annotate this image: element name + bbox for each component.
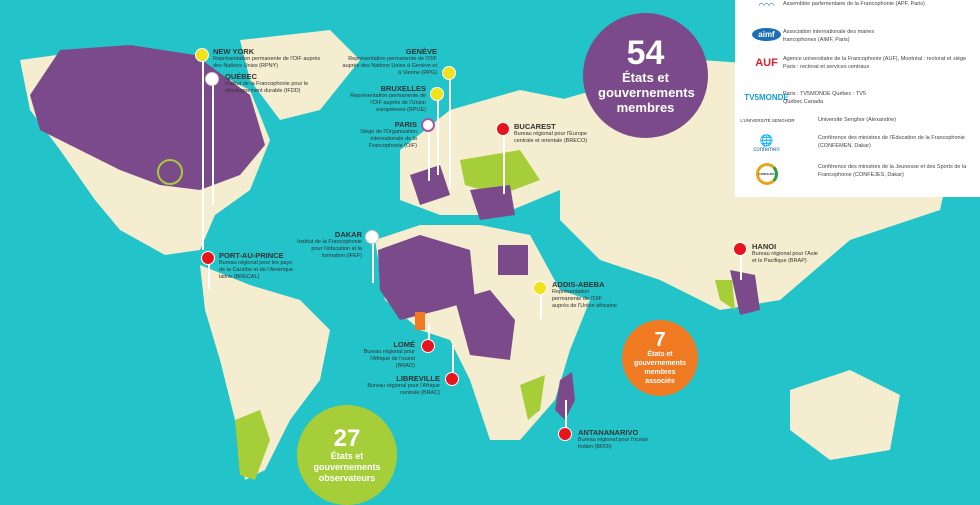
madagascar-member (555, 372, 575, 420)
legend-item-tv5monde: TV5MONDE Paris : TV5MONDE Québec : TV5 Qu… (735, 90, 980, 114)
hanoi-stem (740, 255, 742, 280)
egypt-member (498, 245, 528, 275)
antananarivo-stem (565, 400, 567, 430)
port-au-prince-label: PORT-AU-PRINCE Bureau régional pour les p… (219, 251, 294, 280)
lome-marker[interactable] (421, 339, 435, 353)
new-york-marker[interactable] (195, 48, 209, 62)
legend-item-confejes: CONFEJES Conférence des ministres de la J… (735, 163, 980, 187)
bruxelles-marker[interactable] (430, 87, 444, 101)
aimf-logo: aimf (739, 28, 794, 41)
antananarivo-label: ANTANANARIVO Bureau régional pour l'océan… (578, 428, 649, 450)
bruxelles-stem (437, 100, 439, 175)
hanoi-marker[interactable] (733, 242, 747, 256)
indochina-member (730, 270, 760, 315)
west-africa-member (378, 235, 475, 320)
quebec-highlight-ring (157, 159, 183, 185)
libreville-marker[interactable] (445, 372, 459, 386)
libreville-stem (452, 345, 454, 375)
bucarest-label: BUCAREST Bureau régional pour l'Europe ce… (514, 122, 588, 144)
libreville-label: LIBREVILLE Bureau régional pour l'Afrique… (367, 374, 440, 396)
quebec-stem (212, 85, 214, 205)
ifdd-logo-marker[interactable] (205, 72, 219, 86)
associates-label: États et gouvernements membres associés (633, 351, 687, 385)
addis-abeba-stem (540, 294, 542, 319)
mozambique-observer (520, 375, 545, 420)
argentina-observer (235, 410, 270, 480)
ifef-logo-marker[interactable] (365, 230, 379, 244)
quebec-label: QUÉBEC Institut de la Francophonie pour l… (225, 72, 309, 94)
addis-abeba-label: ADDIS-ABEBA Représentation permanente de … (552, 280, 617, 309)
francophonie-world-map: 54 États et gouvernements membres 7 État… (20, 0, 980, 505)
associates-count: 7 (654, 329, 666, 351)
members-label: États et gouvernements membres (598, 70, 695, 115)
geneve-label: GENÈVE Représentation permanente de l'OIF… (342, 47, 437, 76)
new-york-stem (202, 60, 204, 250)
port-au-prince-stem (208, 264, 210, 289)
addis-abeba-marker[interactable] (533, 281, 547, 295)
senghor-logo: L'UNIVERSITÉ SENGHOR (740, 118, 795, 123)
bucarest-marker[interactable] (496, 122, 510, 136)
bucarest-stem (503, 134, 505, 194)
auf-logo: AUF (755, 57, 778, 69)
eastern-europe-observer (460, 150, 540, 195)
paris-label: PARIS Siège de l'Organisation internation… (360, 120, 417, 149)
observers-count: 27 (333, 424, 361, 452)
institutions-legend: ◠◠◠ Assemblée parlementaire de la Francop… (735, 0, 980, 197)
new-york-label: NEW YORK Représentation permanente de l'O… (213, 47, 321, 69)
oif-logo-marker[interactable] (421, 118, 435, 132)
legend-item-apf: ◠◠◠ Assemblée parlementaire de la Francop… (735, 0, 980, 24)
observers-label: États et gouvernements observateurs (313, 450, 381, 483)
observers-bubble: 27 États et gouvernements observateurs (297, 405, 397, 505)
apf-logo: ◠◠◠ (758, 3, 775, 9)
associates-bubble: 7 États et gouvernements membres associé… (622, 320, 698, 396)
dakar-stem (372, 243, 374, 283)
members-bubble: 54 États et gouvernements membres (583, 13, 708, 138)
confejes-logo: CONFEJES (739, 163, 794, 185)
australia-land (790, 370, 900, 460)
legend-item-auf: AUF Agence universitaire de la Francophon… (735, 55, 980, 79)
bruxelles-label: BRUXELLES Représentation permanente de l'… (350, 84, 426, 113)
legend-item-aimf: aimf Association internationale des maire… (735, 28, 980, 52)
confemen-logo: 🌐 confemen (753, 135, 780, 153)
dakar-label: DAKAR Institut de la Francophonie pour l'… (297, 230, 362, 259)
lome-stem (428, 325, 430, 345)
antananarivo-marker[interactable] (558, 427, 572, 441)
south-america-land (200, 265, 330, 480)
members-count: 54 (626, 34, 665, 72)
lome-label: LOMÉ Bureau régional pour l'Afrique de l'… (363, 340, 415, 369)
paris-stem (428, 131, 430, 181)
france-member (410, 165, 450, 205)
thailand-observer (715, 280, 735, 310)
legend-item-confemen: 🌐 confemen Conférence des ministres de l'É… (735, 134, 980, 158)
central-africa-member (455, 290, 515, 360)
legend-item-senghor: L'UNIVERSITÉ SENGHOR Université Senghor (… (735, 116, 980, 140)
geneve-marker[interactable] (442, 66, 456, 80)
greenland-land (240, 30, 360, 120)
port-au-prince-marker[interactable] (201, 251, 215, 265)
tv5monde-logo: TV5MONDE (744, 93, 789, 102)
hanoi-label: HANOI Bureau régional pour l'Asie et le P… (752, 242, 818, 264)
ghana-associate (415, 312, 425, 330)
geneve-stem (449, 78, 451, 188)
